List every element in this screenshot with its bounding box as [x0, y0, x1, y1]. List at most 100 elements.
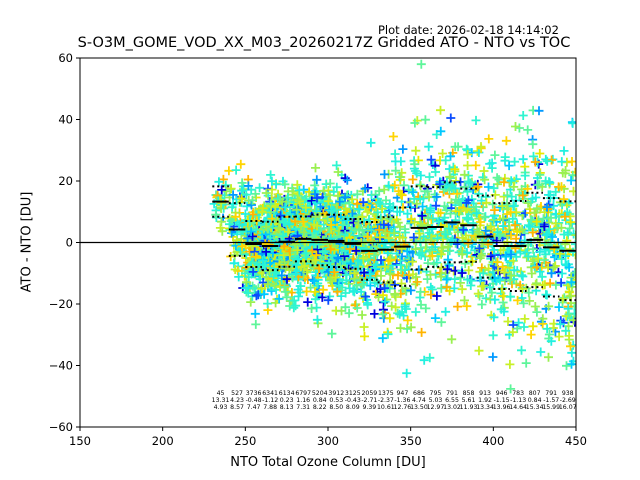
- scatter-point: [436, 272, 446, 282]
- scatter-point: [435, 179, 445, 189]
- scatter-point: [545, 178, 555, 188]
- x-axis-label: NTO Total Ozone Column [DU]: [230, 455, 426, 470]
- scatter-point: [292, 205, 302, 215]
- bin-std-label: 4.93: [214, 404, 228, 411]
- bin-count-label: 946: [496, 390, 508, 397]
- bin-std-label: 8.57: [230, 404, 244, 411]
- bin-count-label: 913: [479, 390, 491, 397]
- scatter-point: [406, 214, 416, 224]
- scatter-point: [447, 334, 457, 344]
- scatter-point: [267, 286, 277, 296]
- scatter-point: [562, 361, 571, 371]
- bin-annotations: 4513.314.935274.238.573736-0.487.476341-…: [212, 390, 577, 411]
- bin-std-label: 15.99: [542, 404, 560, 411]
- scatter-point: [380, 262, 390, 272]
- bin-std-label: 7.88: [263, 404, 277, 411]
- scatter-point: [441, 155, 451, 165]
- scatter-point: [327, 251, 337, 261]
- scatter-point: [384, 233, 394, 243]
- bin-count-label: 795: [430, 390, 442, 397]
- scatter-point: [416, 287, 425, 297]
- bin-mean-label: -1.57: [543, 397, 559, 404]
- scatter-point: [385, 199, 395, 209]
- scatter-point: [266, 199, 276, 209]
- scatter-point: [537, 272, 547, 282]
- scatter-point: [237, 186, 247, 196]
- y-tick-label: −20: [49, 297, 73, 311]
- bin-count-label: 783: [512, 390, 524, 397]
- scatter-point: [311, 163, 320, 173]
- scatter-point: [446, 151, 455, 161]
- x-tick-label: 450: [565, 434, 587, 448]
- bin-std-label: 13.50: [410, 404, 428, 411]
- scatter-point: [392, 259, 402, 269]
- scatter-point: [312, 315, 322, 325]
- scatter-point: [294, 185, 304, 195]
- scatter-point: [261, 222, 271, 232]
- bin-std-label: 8.22: [313, 404, 327, 411]
- scatter-point: [352, 189, 362, 199]
- scatter-point: [396, 323, 405, 333]
- bin-mean-label: -0.48: [246, 397, 262, 404]
- scatter-point: [378, 333, 388, 343]
- scatter-point: [477, 300, 487, 309]
- scatter-point: [334, 281, 344, 291]
- bin-count-label: 6341: [262, 390, 278, 397]
- scatter-point: [463, 150, 473, 159]
- scatter-point: [299, 227, 309, 237]
- scatter-point: [422, 186, 432, 196]
- scatter-point: [360, 331, 369, 341]
- scatter-point: [291, 269, 301, 279]
- scatter-point: [411, 307, 421, 317]
- scatter-point: [421, 303, 431, 313]
- scatter-point: [406, 202, 416, 212]
- scatter-point: [378, 309, 388, 319]
- scatter-point: [456, 273, 466, 283]
- scatter-point: [542, 290, 552, 300]
- scatter-point: [283, 193, 293, 203]
- y-tick-label: −60: [49, 420, 73, 434]
- bin-std-label: 8.50: [329, 404, 343, 411]
- scatter-point: [326, 244, 336, 254]
- scatter-point: [298, 217, 308, 227]
- scatter-point: [528, 139, 538, 149]
- scatter-point: [479, 166, 489, 176]
- scatter-point: [326, 220, 336, 230]
- bin-count-label: 2059: [361, 390, 377, 397]
- scatter-point: [240, 209, 250, 219]
- scatter-point: [242, 277, 251, 287]
- bin-count-label: 947: [396, 390, 408, 397]
- scatter-point: [395, 232, 405, 242]
- scatter-point: [258, 278, 268, 287]
- scatter-point: [352, 199, 362, 209]
- x-tick-label: 200: [152, 434, 174, 448]
- bin-mean-label: -2.71: [361, 397, 377, 404]
- scatter-point: [216, 198, 226, 208]
- scatter-point: [385, 214, 395, 223]
- scatter-point: [341, 204, 350, 214]
- scatter-point: [280, 264, 290, 273]
- scatter-point: [452, 189, 462, 199]
- bin-std-label: 12.76: [394, 404, 412, 411]
- scatter-point: [412, 277, 422, 287]
- scatter-point: [263, 299, 273, 309]
- scatter-point: [426, 290, 436, 300]
- scatter-point: [377, 215, 387, 225]
- scatter-point: [255, 183, 265, 193]
- scatter-point: [471, 160, 481, 170]
- bin-mean-label: -0.43: [345, 397, 361, 404]
- bin-std-label: 9.39: [362, 404, 376, 411]
- scatter-point: [248, 267, 258, 277]
- scatter-point: [248, 231, 257, 241]
- scatter-point: [300, 222, 310, 232]
- scatter-point: [277, 271, 287, 280]
- scatter-point: [450, 164, 460, 174]
- scatter-point: [403, 315, 413, 325]
- scatter-point: [358, 253, 368, 263]
- scatter-point: [280, 202, 290, 212]
- scatter-point: [341, 288, 351, 298]
- scatter-point: [332, 252, 341, 262]
- bin-count-label: 45: [217, 390, 225, 397]
- bin-std-label: 7.47: [247, 404, 261, 411]
